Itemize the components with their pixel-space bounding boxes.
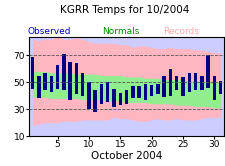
Bar — [37, 76, 40, 98]
Bar — [149, 85, 153, 96]
Bar — [81, 73, 84, 96]
Bar — [68, 62, 72, 100]
Text: Observed: Observed — [27, 27, 70, 36]
Bar — [130, 86, 134, 98]
Bar — [155, 84, 159, 94]
Bar — [137, 86, 140, 98]
Bar — [99, 84, 103, 104]
Bar — [212, 76, 215, 100]
Bar — [143, 84, 146, 100]
Bar — [218, 81, 221, 94]
X-axis label: October 2004: October 2004 — [90, 151, 162, 161]
Bar — [56, 65, 59, 89]
Bar — [74, 63, 78, 94]
Bar — [62, 54, 65, 90]
Bar — [93, 90, 97, 112]
Bar — [174, 76, 178, 90]
Bar — [118, 93, 122, 105]
Bar — [193, 73, 196, 90]
Text: Normals: Normals — [101, 27, 138, 36]
Text: KGRR Temps for 10/2004: KGRR Temps for 10/2004 — [59, 5, 188, 15]
Bar — [87, 82, 90, 109]
Bar — [199, 76, 203, 90]
Bar — [49, 76, 53, 92]
Bar — [112, 89, 115, 107]
Bar — [180, 77, 184, 96]
Bar — [162, 76, 165, 97]
Text: Records: Records — [162, 27, 198, 36]
Bar — [31, 57, 34, 89]
Bar — [124, 90, 128, 104]
Bar — [187, 73, 190, 92]
Bar — [106, 82, 109, 102]
Bar — [205, 55, 209, 88]
Bar — [43, 73, 47, 90]
Bar — [168, 69, 171, 96]
